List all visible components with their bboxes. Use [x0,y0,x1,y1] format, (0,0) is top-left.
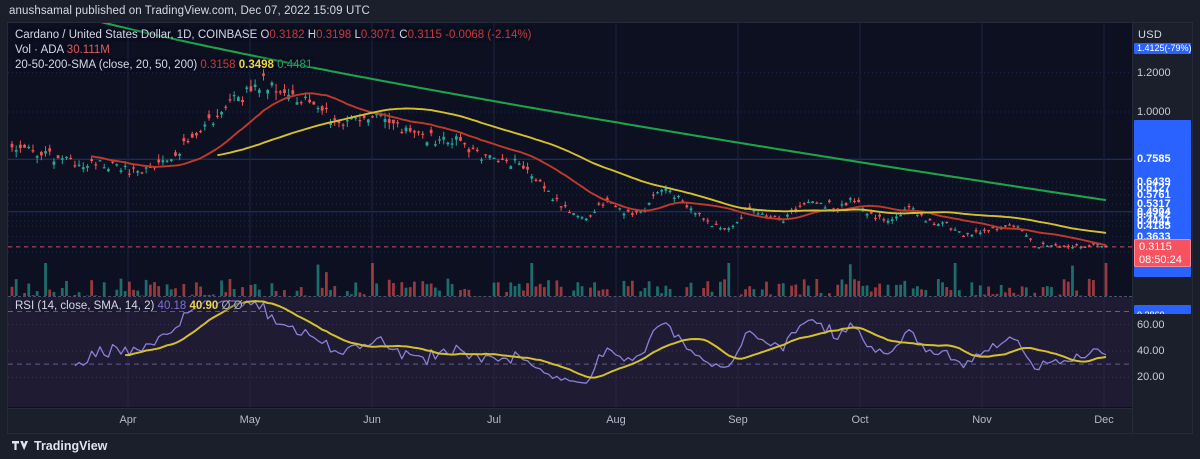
price-axis-label: 0.5317 [1137,197,1171,210]
price-pane[interactable] [8,23,1132,296]
time-axis-tick-oct: Oct [851,414,869,426]
price-axis-partial-bottom: 0.2860 [1134,310,1165,314]
time-axis-tick-jun: Jun [363,414,381,426]
price-axis-label: 0.4742 [1137,208,1171,221]
price-chart-svg [8,23,1132,296]
time-axis-tick-jul: Jul [486,414,502,426]
rsi-legend-extra-2: Ø [233,300,243,312]
footer: TradingView [0,434,1200,459]
legend-sma20-value: 0.3158 [200,59,236,71]
time-axis[interactable]: Apr May Jun Jul Aug Sep Oct Nov Dec [8,408,1132,433]
rsi-pane[interactable] [8,297,1132,407]
price-axis-label: 0.4904 [1137,205,1171,218]
legend-change: -0.0068 (-2.14%) [445,29,532,41]
price-axis-label: 0.4441 [1137,214,1171,227]
price-legend: Cardano / United States Dollar, 1D, COIN… [15,28,531,73]
legend-close-value: 0.3115 [407,29,442,41]
legend-row-symbol: Cardano / United States Dollar, 1D, COIN… [15,28,531,43]
tradingview-logo[interactable]: TradingView [12,439,107,453]
legend-open-label: O [260,29,270,41]
rsi-legend-sma-value: 40.90 [189,300,219,312]
legend-open-value: 0.3182 [269,29,305,41]
price-axis-currency: USD [1138,29,1163,41]
price-axis-label: 1.0000 [1137,105,1171,118]
legend-volume-value: 30.111M [66,44,110,56]
price-axis-label: 0.6439 [1137,175,1171,188]
rsi-axis-label: 40.00 [1137,344,1165,357]
tradingview-logo-icon [12,440,28,450]
time-axis-tick-aug: Aug [606,414,626,426]
bar-countdown: 08:50:24 [1139,253,1182,266]
publisher-bar: anushsamal published on TradingView.com,… [0,0,1200,22]
tradingview-logo-text: TradingView [34,439,108,453]
legend-low-value: 0.3071 [360,29,397,41]
price-axis-label: 0.6127 [1137,181,1171,194]
rsi-axis-label: 20.00 [1137,371,1165,384]
price-axis-label: 0.5761 [1137,189,1171,202]
time-axis-tick-may: May [239,414,261,426]
pane-separator [8,296,1132,297]
time-axis-tick-nov: Nov [972,414,992,426]
rsi-legend-label[interactable]: RSI (14, close, SMA, 14, 2) [15,300,155,312]
price-axis[interactable]: USD 1.4125(-79%) 1.2000 1.0000 0.7585 0.643… [1132,23,1192,433]
rsi-legend-extra-1: Ø [221,300,231,312]
legend-symbol[interactable]: Cardano / United States Dollar, 1D, COIN… [15,29,258,41]
rsi-chart-svg [8,297,1132,407]
price-axis-label: 0.4185 [1137,219,1171,232]
legend-row-sma: 20-50-200-SMA (close, 20, 50, 200) 0.315… [15,58,531,73]
legend-high-label: H [307,29,317,41]
legend-sma50-value: 0.3498 [238,59,274,71]
time-axis-tick-apr: Apr [119,414,137,426]
rsi-legend-value: 40.18 [157,300,187,312]
legend-sma-label[interactable]: 20-50-200-SMA (close, 20, 50, 200) [15,59,198,71]
price-axis-partial-top: 1.4125(-79%) [1134,43,1191,54]
legend-high-value: 0.3198 [316,29,352,41]
rsi-legend: RSI (14, close, SMA, 14, 2) 40.18 40.90 … [15,299,243,313]
legend-row-volume: Vol · ADA 30.111M [15,43,531,58]
price-axis-label: 1.2000 [1137,66,1171,79]
current-price-value: 0.3115 [1139,240,1172,253]
chart-frame: Cardano / United States Dollar, 1D, COIN… [7,22,1193,434]
time-axis-tick-sep: Sep [728,414,748,426]
time-axis-tick-dec: Dec [1094,414,1114,426]
rsi-axis-label: 60.00 [1137,318,1165,331]
legend-close-label: C [399,29,408,41]
legend-sma200-value: 0.4481 [277,59,313,71]
legend-volume-label[interactable]: Vol · ADA [15,44,64,56]
current-price-tag[interactable]: 0.3115 08:50:24 [1134,238,1191,267]
price-axis-label: 0.7585 [1137,153,1171,166]
legend-low-label: L [354,29,361,41]
